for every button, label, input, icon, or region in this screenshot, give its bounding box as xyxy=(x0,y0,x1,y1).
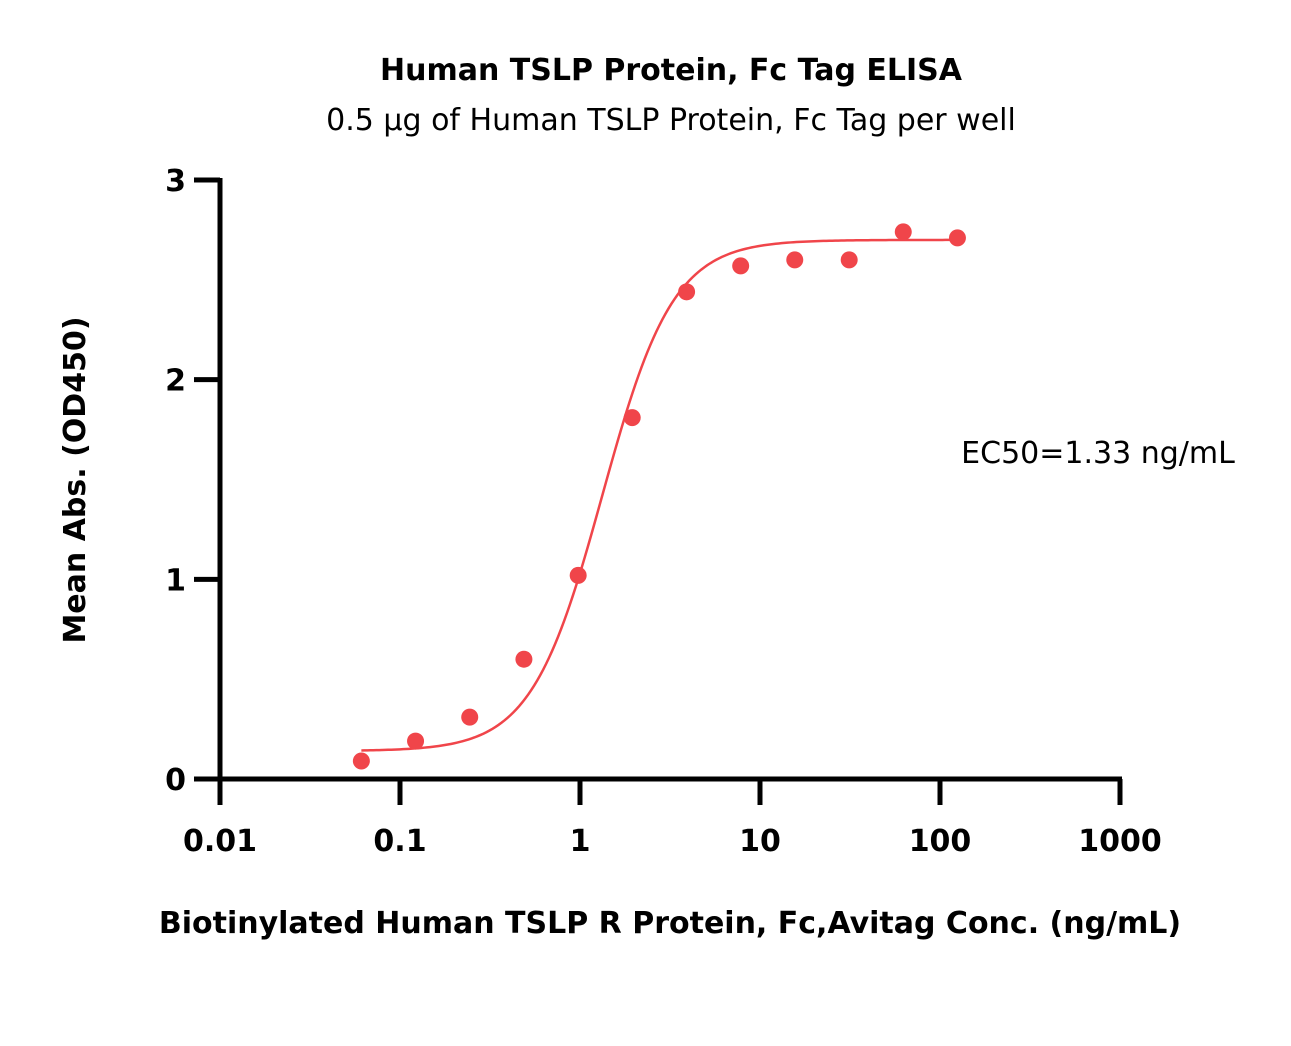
data-point xyxy=(569,566,587,584)
chart-title: Human TSLP Protein, Fc Tag ELISA xyxy=(380,53,963,88)
x-axis-label: Biotinylated Human TSLP R Protein, Fc,Av… xyxy=(159,906,1181,941)
y-tick-label: 2 xyxy=(165,364,186,399)
data-point xyxy=(407,732,425,750)
data-point xyxy=(732,257,750,275)
data-point xyxy=(894,223,912,241)
chart-subtitle: 0.5 μg of Human TSLP Protein, Fc Tag per… xyxy=(326,103,1016,138)
x-tick-label: 0.1 xyxy=(373,824,426,859)
x-tick-label: 0.01 xyxy=(183,824,257,859)
axes xyxy=(217,178,1122,782)
ec50-annotation: EC50=1.33 ng/mL xyxy=(961,436,1235,471)
data-point xyxy=(786,251,804,269)
data-point xyxy=(948,229,966,247)
data-point xyxy=(678,283,696,301)
data-point xyxy=(461,708,479,726)
y-tick-label: 3 xyxy=(165,164,186,199)
fit-curve-group xyxy=(361,238,958,752)
data-points xyxy=(352,223,966,770)
ticks: 0 1 2 3 0.01 0.1 1 10 100 1000 xyxy=(165,164,1162,859)
fit-curve xyxy=(361,238,958,752)
y-tick-label: 0 xyxy=(165,763,186,798)
y-axis-label: Mean Abs. (OD450) xyxy=(58,316,93,643)
data-point xyxy=(840,251,858,269)
y-tick-label: 1 xyxy=(165,563,186,598)
x-tick-label: 1000 xyxy=(1078,824,1162,859)
x-tick-label: 100 xyxy=(909,824,972,859)
x-tick-label: 1 xyxy=(570,824,591,859)
x-tick-label: 10 xyxy=(739,824,781,859)
data-point xyxy=(515,650,533,668)
data-point xyxy=(623,409,641,427)
data-point xyxy=(352,752,370,770)
